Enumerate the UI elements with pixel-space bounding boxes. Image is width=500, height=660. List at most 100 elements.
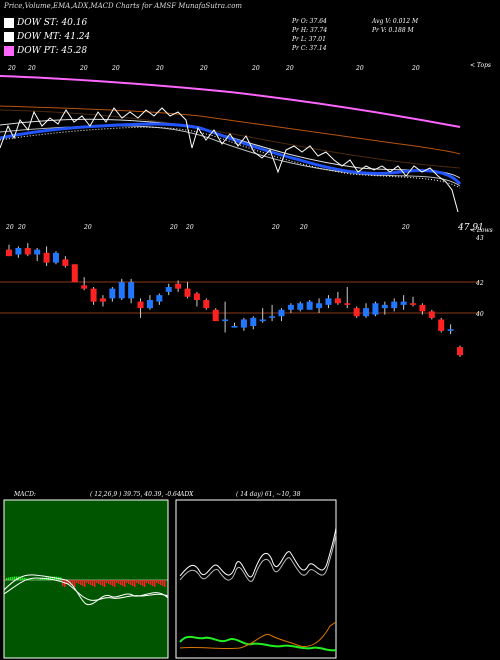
macd-bar	[66, 580, 68, 583]
candle-body	[52, 252, 59, 263]
candle-body	[344, 303, 351, 305]
macd-bar	[148, 580, 150, 584]
macd-histogram	[6, 576, 166, 587]
macd-bar	[142, 580, 144, 586]
macd-bar	[158, 580, 160, 584]
candle-body	[325, 298, 332, 305]
legend-dow-st: DOW ST: 40.16	[4, 17, 87, 29]
candle-body	[438, 319, 445, 331]
candle-chart: 43 42 40 20 20 20 20 20 20 20 20	[0, 224, 484, 357]
macd-bar	[36, 579, 38, 580]
date-tick: 20	[169, 224, 178, 231]
candle-body	[240, 319, 247, 328]
macd-bar	[108, 580, 110, 584]
adx-title: ADX	[179, 491, 194, 498]
date-tick: 20	[411, 65, 420, 72]
ema-chart: 20 20 20 20 20 20 20 20 20 20	[0, 65, 462, 213]
date-tick: 20	[299, 224, 308, 231]
date-tick: 20	[27, 65, 36, 72]
macd-bar	[124, 580, 126, 587]
macd-bar	[112, 580, 114, 586]
candle-body	[400, 301, 407, 305]
macd-bar	[120, 580, 122, 585]
macd-bar	[114, 580, 116, 587]
macd-bar	[122, 580, 124, 586]
stat-avg-volume: Avg V: 0.012 M	[372, 18, 419, 25]
macd-bar	[134, 580, 136, 587]
date-tick: 20	[111, 65, 120, 72]
tick-42: 42	[475, 280, 484, 287]
macd-bar	[50, 576, 52, 580]
candle-body	[391, 301, 398, 309]
candle-body	[457, 347, 463, 356]
candle-date-ticks: 20 20 20 20 20 20 20 20	[5, 224, 410, 231]
macd-title: MACD:	[13, 491, 36, 498]
macd-bar	[144, 580, 146, 587]
macd-bar	[38, 579, 40, 580]
candle-body	[419, 304, 426, 312]
adx-values: ( 14 day) 61, ~10, 38	[236, 491, 301, 498]
stat-open: Pr O: 37.64	[292, 18, 327, 25]
macd-bar	[70, 580, 72, 585]
candle-body	[6, 249, 12, 257]
macd-bar	[106, 580, 108, 583]
candle-body	[231, 326, 238, 328]
macd-bar	[160, 580, 162, 585]
candle-body	[99, 298, 106, 302]
macd-bar	[88, 580, 90, 584]
adx-line-2	[179, 533, 337, 582]
ema-white-lower-line	[0, 125, 461, 187]
date-tick: 20	[79, 65, 88, 72]
macd-bar	[130, 580, 132, 585]
ema-long-line	[0, 75, 461, 128]
candle-body	[203, 300, 210, 309]
tick-43: 43	[475, 235, 484, 242]
macd-line-2	[3, 577, 169, 601]
date-tick: 20	[5, 224, 14, 231]
candle-body	[81, 285, 88, 289]
date-tick: 20	[17, 224, 26, 231]
macd-bar	[100, 580, 102, 585]
candle-body	[71, 264, 78, 283]
macd-bar	[62, 580, 64, 586]
macd-bar	[138, 580, 140, 584]
macd-bar	[76, 580, 78, 583]
lows-label: < Lows	[470, 227, 493, 234]
candle-body	[222, 319, 229, 322]
plus-di-line	[179, 635, 337, 652]
legend-swatch-st	[4, 18, 14, 28]
macd-bar	[162, 580, 164, 586]
candle-body	[447, 329, 454, 331]
stat-close: Pr C: 37.14	[292, 45, 327, 52]
stat-low: Pr L: 37.01	[292, 36, 326, 43]
legend-label-mt: DOW MT: 41.24	[17, 32, 91, 42]
candle-body	[334, 298, 341, 304]
date-tick: 20	[185, 224, 194, 231]
candle-body	[175, 283, 182, 289]
macd-bar	[24, 577, 26, 580]
macd-bar	[104, 580, 106, 587]
candle-body	[165, 287, 172, 292]
candle-body	[90, 288, 97, 302]
candle-body	[15, 248, 22, 255]
legend-swatch-mt	[4, 32, 14, 42]
macd-bar	[52, 576, 54, 580]
last-price-label: 47.91	[458, 223, 484, 233]
candle-body	[381, 304, 388, 309]
legend-dow-mt: DOW MT: 41.24	[4, 31, 90, 43]
candle-body	[287, 304, 294, 310]
tops-label: < Tops	[470, 62, 492, 69]
macd-background	[3, 499, 169, 659]
macd-bar	[80, 580, 82, 585]
candle-body	[428, 311, 435, 318]
minus-di-line	[179, 621, 337, 650]
macd-bar	[82, 580, 84, 586]
macd-bar	[110, 580, 112, 585]
candle-body	[363, 308, 370, 317]
macd-panel: MACD: ( 12,26,9 ) 39.75, 40.39, -0.64	[3, 491, 181, 659]
macd-bar	[116, 580, 118, 583]
macd-bar	[74, 580, 76, 587]
legend-label-st: DOW ST: 40.16	[17, 18, 88, 28]
macd-bar	[132, 580, 134, 586]
